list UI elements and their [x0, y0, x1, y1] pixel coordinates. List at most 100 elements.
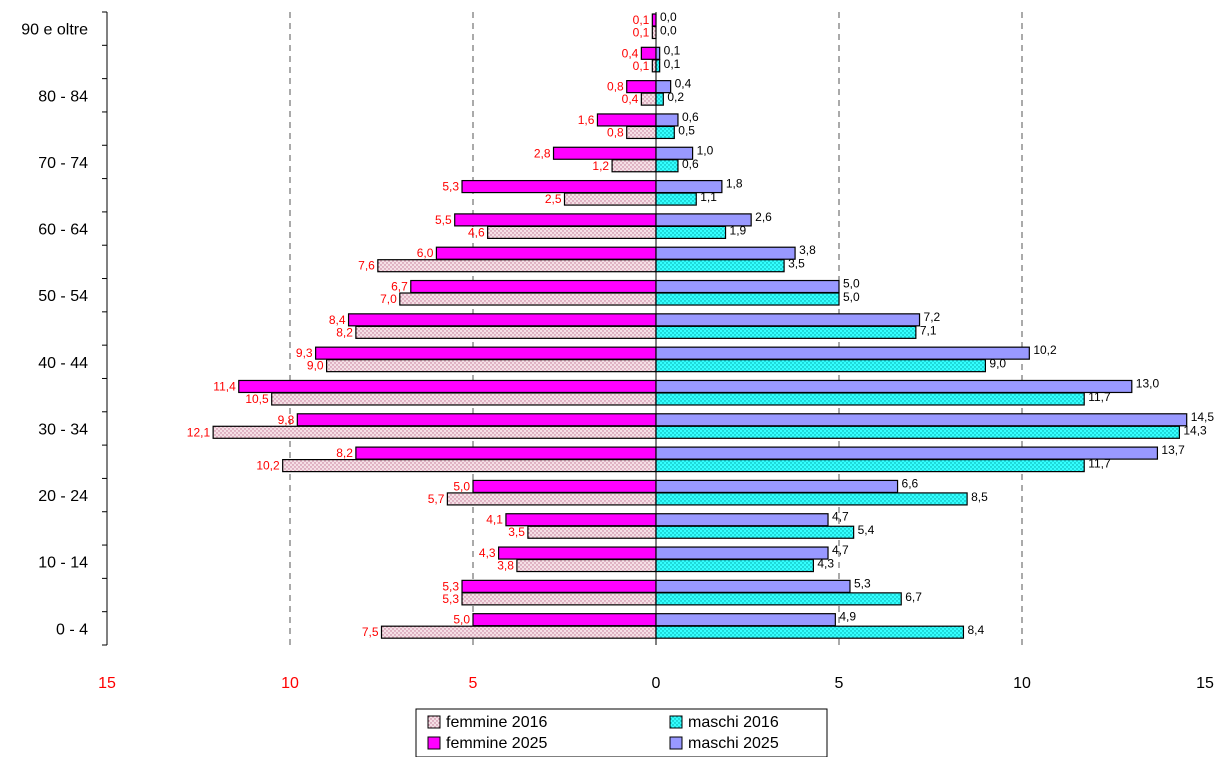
bar-femmine-2016 — [399, 292, 657, 306]
label-femmine-2025: 1,6 — [578, 113, 595, 127]
label-maschi-2016: 0,0 — [660, 24, 677, 38]
bar-maschi-2016 — [655, 259, 785, 273]
bar-maschi-2025 — [655, 346, 1030, 360]
bar-femmine-2025 — [435, 246, 657, 260]
label-maschi-2016: 9,0 — [989, 357, 1006, 371]
y-tick-label: 20 - 24 — [38, 488, 88, 505]
bar-femmine-2016 — [355, 325, 657, 339]
label-femmine-2025: 6,7 — [391, 280, 408, 294]
label-femmine-2025: 5,0 — [453, 613, 470, 627]
label-femmine-2016: 5,7 — [428, 492, 445, 506]
x-axis-ticks: 15 10 5 0 5 10 15 — [98, 675, 1214, 692]
bar-femmine-2025 — [347, 313, 657, 327]
bar-femmine-2025 — [461, 579, 657, 593]
bar-femmine-2025 — [552, 146, 657, 160]
bars-group — [212, 13, 1188, 639]
label-maschi-2016: 0,6 — [682, 157, 699, 171]
label-maschi-2016: 11,7 — [1088, 390, 1111, 404]
legend-swatch — [669, 715, 683, 729]
x-tick-label-left: 10 — [281, 675, 299, 692]
bar-femmine-2025 — [461, 179, 657, 194]
legend-box — [415, 708, 828, 757]
label-femmine-2025: 0,4 — [622, 46, 639, 60]
y-tick-label: 70 - 74 — [38, 155, 88, 172]
bar-maschi-2025 — [655, 413, 1188, 427]
bar-maschi-2025 — [655, 313, 921, 327]
legend-swatch — [427, 715, 441, 729]
bar-maschi-2016 — [655, 359, 986, 373]
bar-femmine-2025 — [498, 546, 657, 560]
bar-maschi-2016 — [655, 625, 965, 639]
label-femmine-2025: 5,0 — [453, 479, 470, 493]
label-maschi-2025: 4,7 — [832, 543, 849, 557]
label-maschi-2025: 0,4 — [675, 77, 692, 91]
label-maschi-2016: 1,9 — [730, 223, 747, 237]
y-tick-label: 10 - 14 — [38, 555, 88, 572]
label-maschi-2016: 6,7 — [905, 590, 922, 604]
bar-femmine-2016 — [377, 259, 657, 273]
bar-femmine-2016 — [527, 525, 657, 539]
label-maschi-2016: 3,5 — [788, 257, 805, 271]
label-femmine-2025: 0,1 — [633, 13, 650, 27]
label-maschi-2025: 4,9 — [839, 610, 856, 624]
label-maschi-2025: 13,0 — [1136, 376, 1160, 390]
bar-maschi-2025 — [655, 613, 836, 627]
label-femmine-2016: 12,1 — [187, 425, 211, 439]
label-maschi-2016: 0,1 — [664, 57, 681, 71]
bar-femmine-2016 — [611, 159, 657, 173]
bar-femmine-2016 — [651, 25, 657, 40]
bar-femmine-2016 — [461, 592, 657, 606]
bar-maschi-2025 — [655, 579, 851, 593]
label-femmine-2016: 7,5 — [362, 625, 379, 639]
legend-label: femmine 2016 — [446, 714, 547, 731]
bar-femmine-2016 — [626, 125, 657, 140]
label-maschi-2016: 1,1 — [700, 190, 717, 204]
label-femmine-2016: 1,2 — [592, 159, 609, 173]
label-femmine-2016: 4,6 — [468, 225, 485, 239]
bar-maschi-2016 — [655, 392, 1085, 406]
bar-femmine-2025 — [296, 413, 657, 427]
bar-maschi-2016 — [655, 459, 1085, 473]
label-femmine-2016: 2,5 — [545, 192, 562, 206]
label-maschi-2025: 6,6 — [902, 476, 919, 490]
axes-group — [102, 11, 657, 646]
x-tick-label-right: 10 — [1013, 675, 1031, 692]
bar-femmine-2025 — [596, 113, 657, 127]
bar-maschi-2025 — [655, 546, 829, 560]
label-femmine-2016: 0,1 — [633, 59, 650, 73]
bar-femmine-2016 — [282, 459, 657, 473]
bar-femmine-2025 — [505, 513, 657, 527]
label-maschi-2025: 7,2 — [924, 310, 941, 324]
bar-maschi-2025 — [655, 379, 1133, 394]
label-femmine-2025: 9,3 — [296, 346, 313, 360]
bar-maschi-2016 — [655, 525, 855, 539]
bar-maschi-2016 — [655, 192, 697, 206]
bar-femmine-2016 — [380, 625, 657, 639]
label-maschi-2025: 10,2 — [1033, 343, 1057, 357]
label-femmine-2016: 0,4 — [622, 92, 639, 106]
label-femmine-2016: 9,0 — [307, 359, 324, 373]
bar-femmine-2016 — [212, 425, 657, 439]
bar-maschi-2016 — [655, 425, 1180, 439]
label-femmine-2025: 6,0 — [417, 246, 434, 260]
bar-femmine-2025 — [355, 446, 657, 460]
label-maschi-2016: 5,4 — [858, 523, 875, 537]
x-tick-label-right: 0 — [652, 675, 661, 692]
label-maschi-2025: 2,6 — [755, 210, 772, 224]
label-maschi-2025: 3,8 — [799, 243, 816, 257]
legend-label: maschi 2025 — [688, 735, 779, 752]
label-femmine-2025: 4,3 — [479, 546, 496, 560]
bar-femmine-2016 — [563, 192, 657, 206]
bar-femmine-2025 — [472, 479, 657, 494]
x-tick-label-right: 15 — [1196, 675, 1214, 692]
bar-maschi-2016 — [655, 92, 664, 106]
bar-maschi-2016 — [655, 292, 840, 306]
bar-femmine-2025 — [454, 213, 657, 227]
label-femmine-2016: 7,6 — [358, 259, 375, 273]
bar-maschi-2025 — [655, 46, 661, 60]
bar-maschi-2016 — [655, 558, 814, 573]
bar-maschi-2025 — [655, 279, 840, 294]
bar-femmine-2025 — [651, 13, 657, 27]
x-tick-label-left: 5 — [469, 675, 478, 692]
label-maschi-2016: 11,7 — [1088, 457, 1111, 471]
